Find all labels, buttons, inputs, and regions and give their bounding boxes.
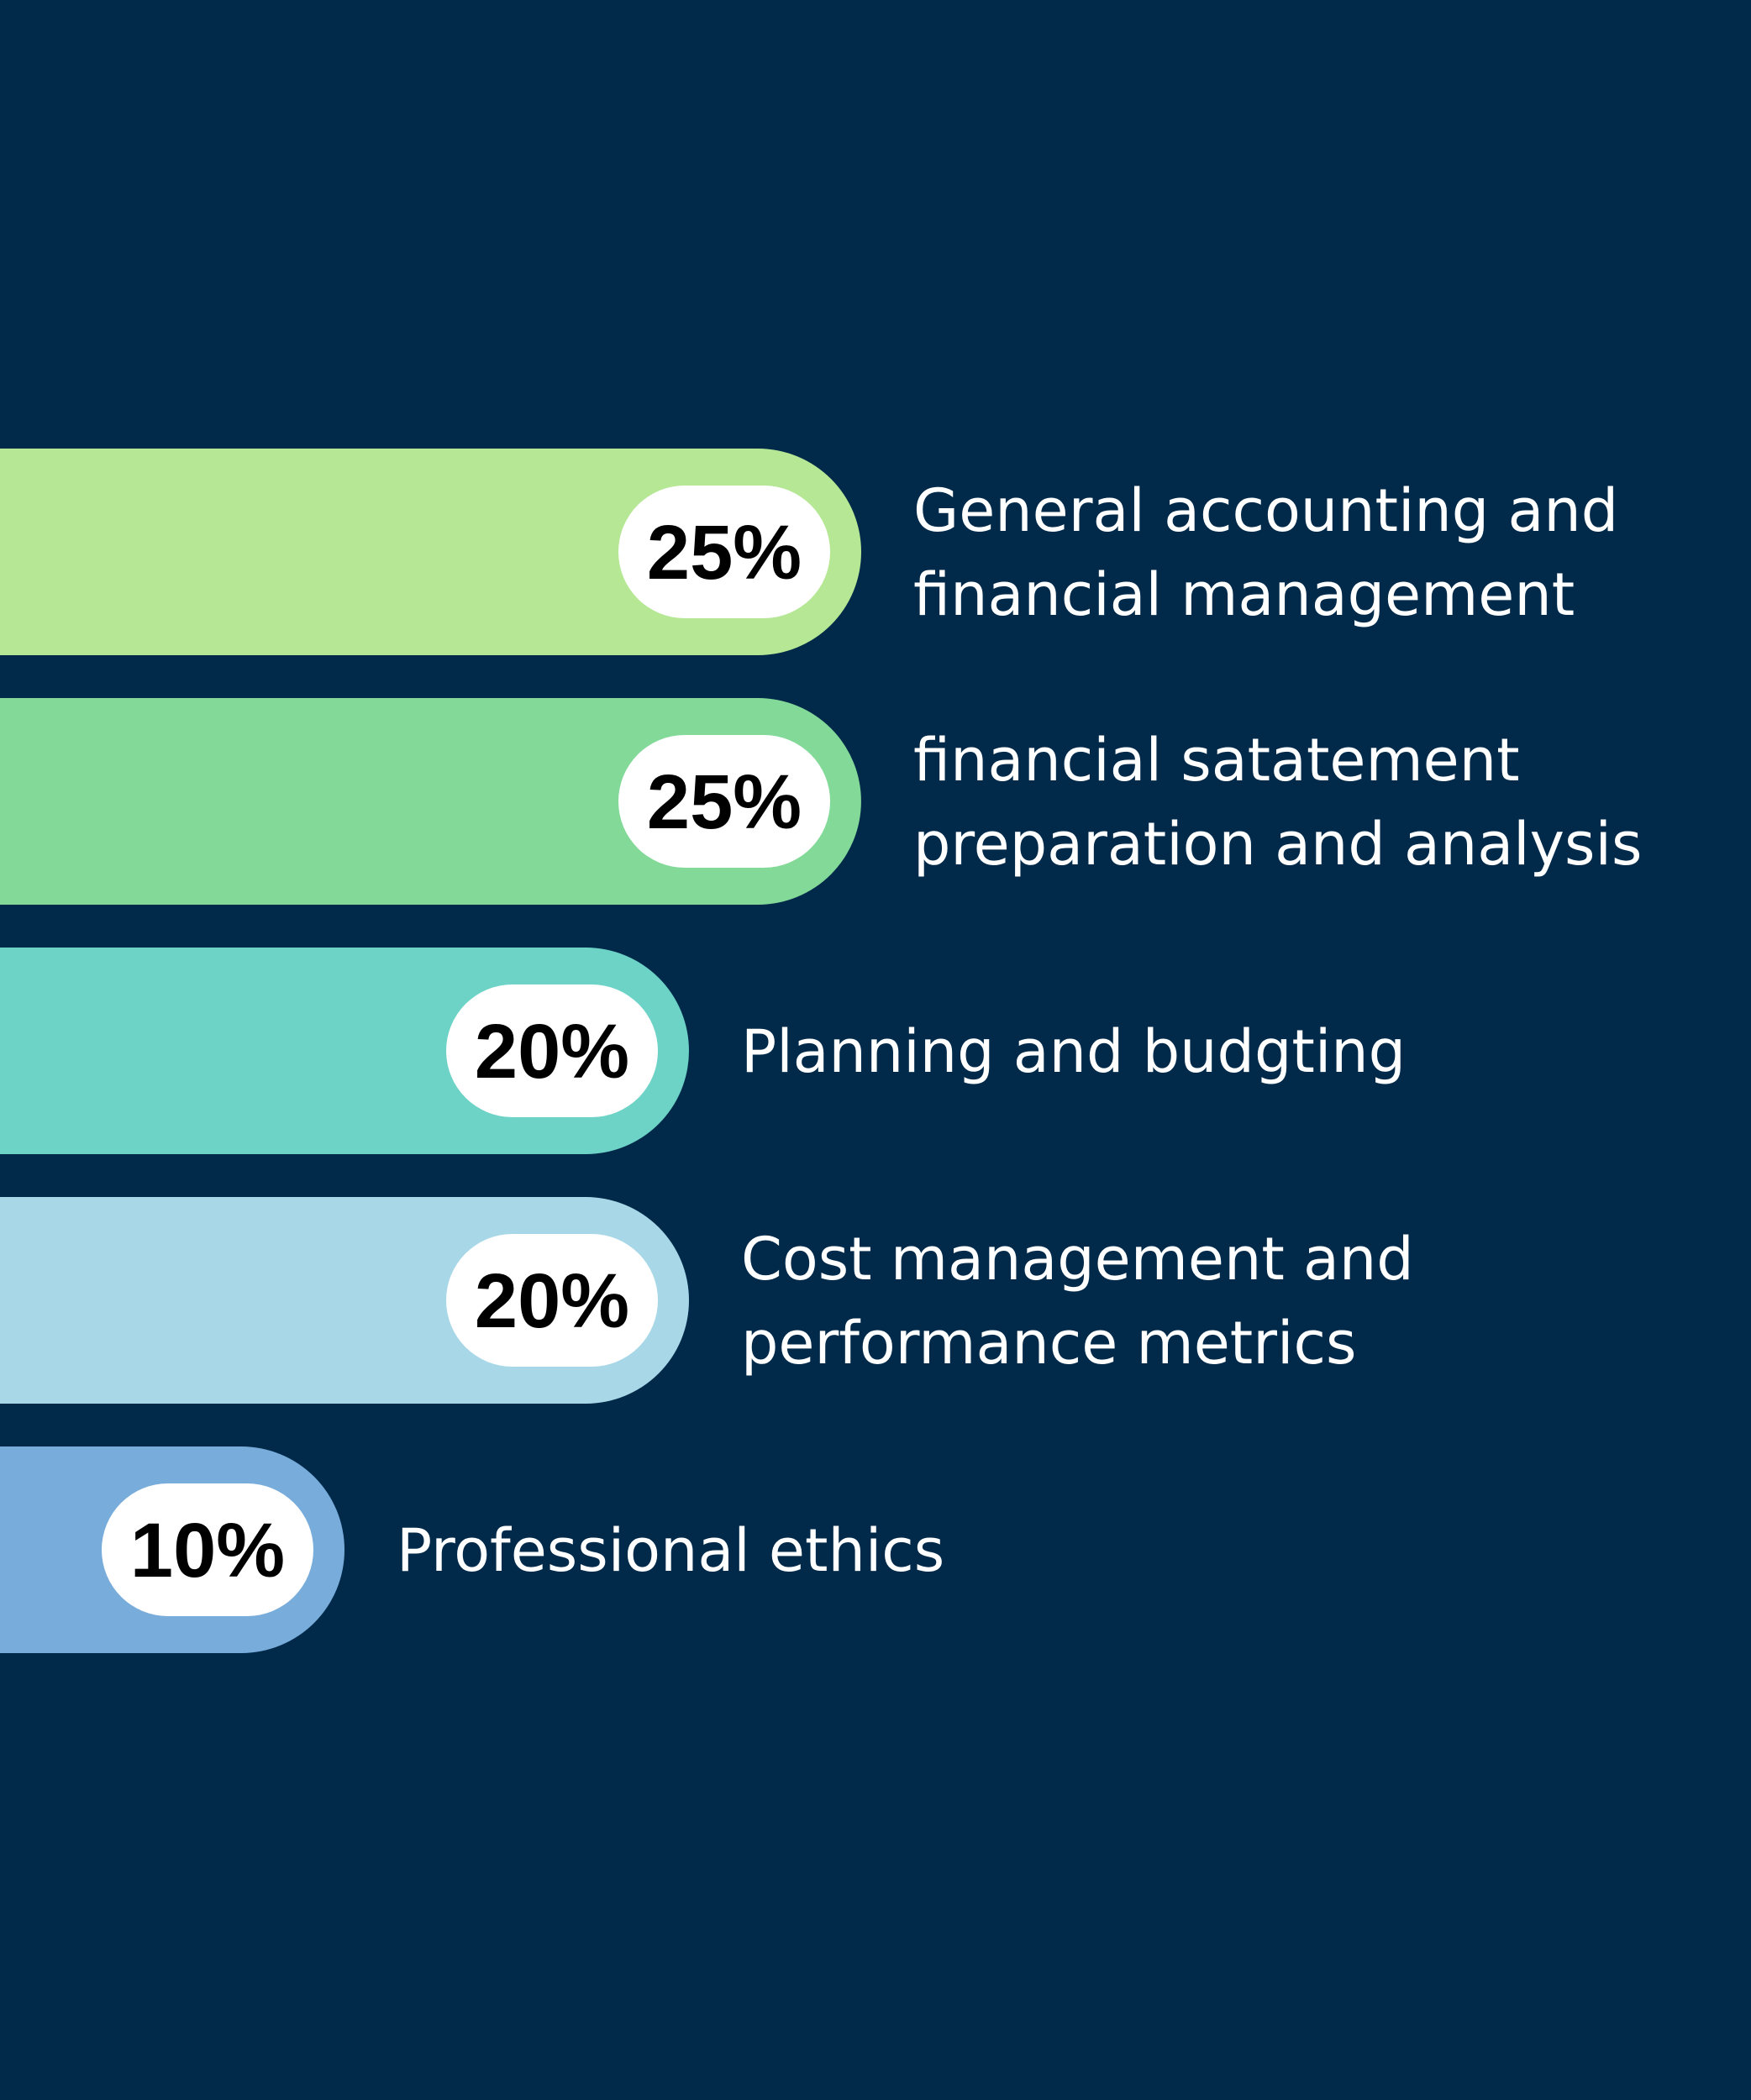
bars-group: 25% General accounting and financial manag…	[0, 449, 1642, 1653]
value-pill	[446, 1234, 658, 1367]
category-label: financial satatement	[913, 726, 1520, 795]
value-pill	[618, 486, 830, 618]
data-label: 20%	[475, 1258, 629, 1344]
category-label: performance metrics	[741, 1309, 1356, 1378]
data-label: 10%	[130, 1508, 285, 1593]
value-pill	[618, 735, 830, 868]
data-label: 25%	[647, 759, 802, 845]
category-label: Cost management and	[741, 1225, 1414, 1294]
bar-row: 20% Planning and budgting	[0, 948, 1406, 1154]
category-label: preparation and analysis	[913, 810, 1642, 879]
category-label: Professional ethics	[397, 1516, 944, 1585]
category-label: Planning and budgting	[741, 1017, 1406, 1086]
category-label: General accounting and	[913, 476, 1618, 545]
value-pill	[102, 1483, 313, 1616]
category-label: financial management	[913, 560, 1575, 629]
bar-row: 25% financial satatement preparation and a…	[0, 698, 1642, 905]
value-pill	[446, 984, 658, 1117]
bar-row: 10% Professional ethics	[0, 1446, 944, 1653]
bar-row: 20% Cost management and performance metric…	[0, 1197, 1414, 1404]
data-label: 20%	[475, 1009, 629, 1095]
data-label: 25%	[647, 510, 802, 596]
bar-row: 25% General accounting and financial manag…	[0, 449, 1618, 655]
